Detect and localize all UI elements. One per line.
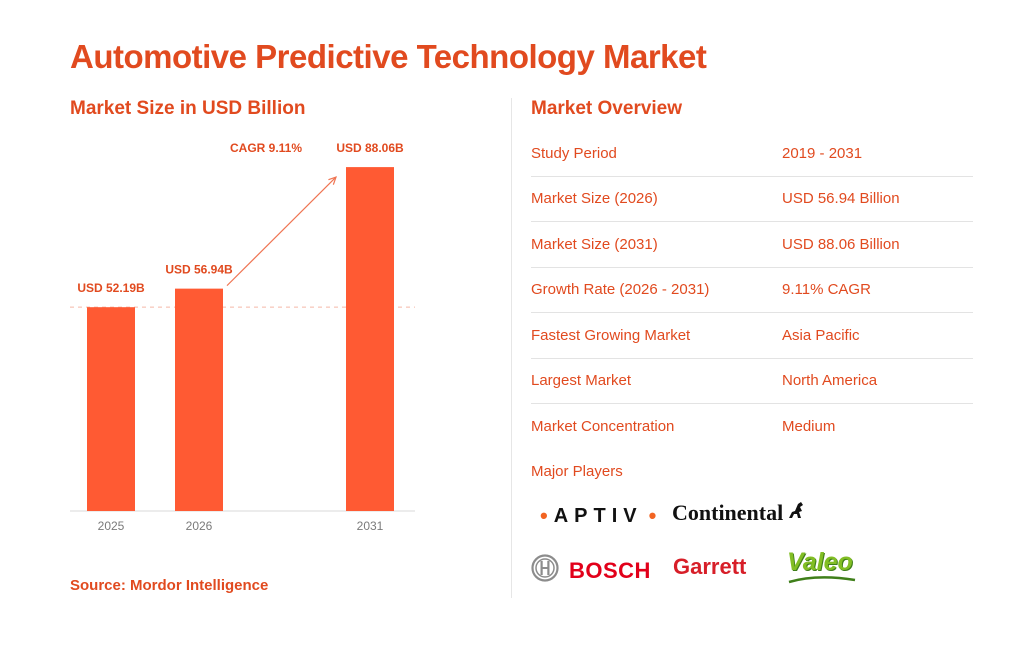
- dot-icon: •: [648, 503, 657, 528]
- vertical-divider: [511, 98, 512, 598]
- cagr-arrow-head: [328, 176, 337, 185]
- bosch-logo: BOSCH: [531, 554, 651, 587]
- overview-table: Study Period 2019 - 2031 Market Size (20…: [531, 131, 973, 450]
- cagr-annotation: CAGR 9.11%: [230, 141, 302, 155]
- overview-value: Asia Pacific: [782, 326, 860, 344]
- x-tick-label-2026: 2026: [186, 519, 213, 533]
- x-tick-label-2025: 2025: [98, 519, 125, 533]
- overview-value: Medium: [782, 418, 836, 436]
- overview-label: Market Size (2026): [531, 190, 658, 208]
- overview-value: USD 56.94 Billion: [782, 190, 900, 208]
- data-label-2025: USD 52.19B: [77, 281, 145, 295]
- chart-subtitle: Market Size in USD Billion: [70, 98, 306, 119]
- bar-2026: [175, 288, 223, 511]
- bosch-armature-icon: [531, 554, 559, 587]
- overview-row-concentration: Market Concentration Medium: [531, 404, 973, 450]
- overview-label: Market Size (2031): [531, 235, 658, 253]
- overview-label: Fastest Growing Market: [531, 326, 691, 344]
- bosch-logo-text: BOSCH: [569, 557, 651, 583]
- data-label-2031: USD 88.06B: [336, 141, 404, 155]
- source-note: Source: Mordor Intelligence: [70, 577, 269, 594]
- overview-label: Largest Market: [531, 372, 632, 390]
- overview-label: Growth Rate (2026 - 2031): [531, 281, 710, 299]
- overview-row-market-size-2026: Market Size (2026) USD 56.94 Billion: [531, 177, 973, 222]
- overview-label: Market Concentration: [531, 418, 675, 436]
- aptiv-logo-text: APTIV: [553, 504, 643, 527]
- cagr-arrow: [226, 176, 337, 287]
- overview-value: 9.11% CAGR: [782, 281, 871, 299]
- overview-row-fastest-growing: Fastest Growing Market Asia Pacific: [531, 313, 973, 359]
- valeo-logo: Valeo: [787, 548, 853, 576]
- overview-row-growth-rate: Growth Rate (2026 - 2031) 9.11% CAGR: [531, 268, 973, 313]
- x-tick-label-2031: 2031: [357, 519, 384, 533]
- overview-value: USD 88.06 Billion: [782, 235, 900, 253]
- continental-logo-text: Continental: [672, 500, 784, 525]
- overview-row-market-size-2031: Market Size (2031) USD 88.06 Billion: [531, 222, 973, 268]
- data-label-2026: USD 56.94B: [165, 263, 233, 277]
- overview-label: Study Period: [531, 144, 617, 162]
- overview-value: 2019 - 2031: [782, 144, 863, 162]
- overview-row-largest-market: Largest Market North America: [531, 359, 973, 404]
- bar-chart: USD 52.19B 2025 USD 56.94B 2026 USD 88.06B 20…: [70, 141, 415, 533]
- valeo-swoosh-icon: [788, 576, 856, 584]
- aptiv-logo: • APTIV •: [534, 503, 662, 529]
- overview-row-study-period: Study Period 2019 - 2031: [531, 131, 973, 177]
- garrett-logo: Garrett: [673, 554, 747, 579]
- overview-title: Market Overview: [531, 98, 683, 119]
- overview-value: North America: [782, 372, 878, 390]
- bar-2025: [87, 307, 135, 511]
- continental-logo: Continental: [672, 500, 808, 526]
- major-players-label: Major Players: [531, 463, 623, 480]
- bar-2031: [346, 167, 394, 511]
- horse-icon: [786, 500, 808, 526]
- page-title: Automotive Predictive Technology Market: [70, 38, 707, 75]
- dot-icon: •: [540, 503, 548, 528]
